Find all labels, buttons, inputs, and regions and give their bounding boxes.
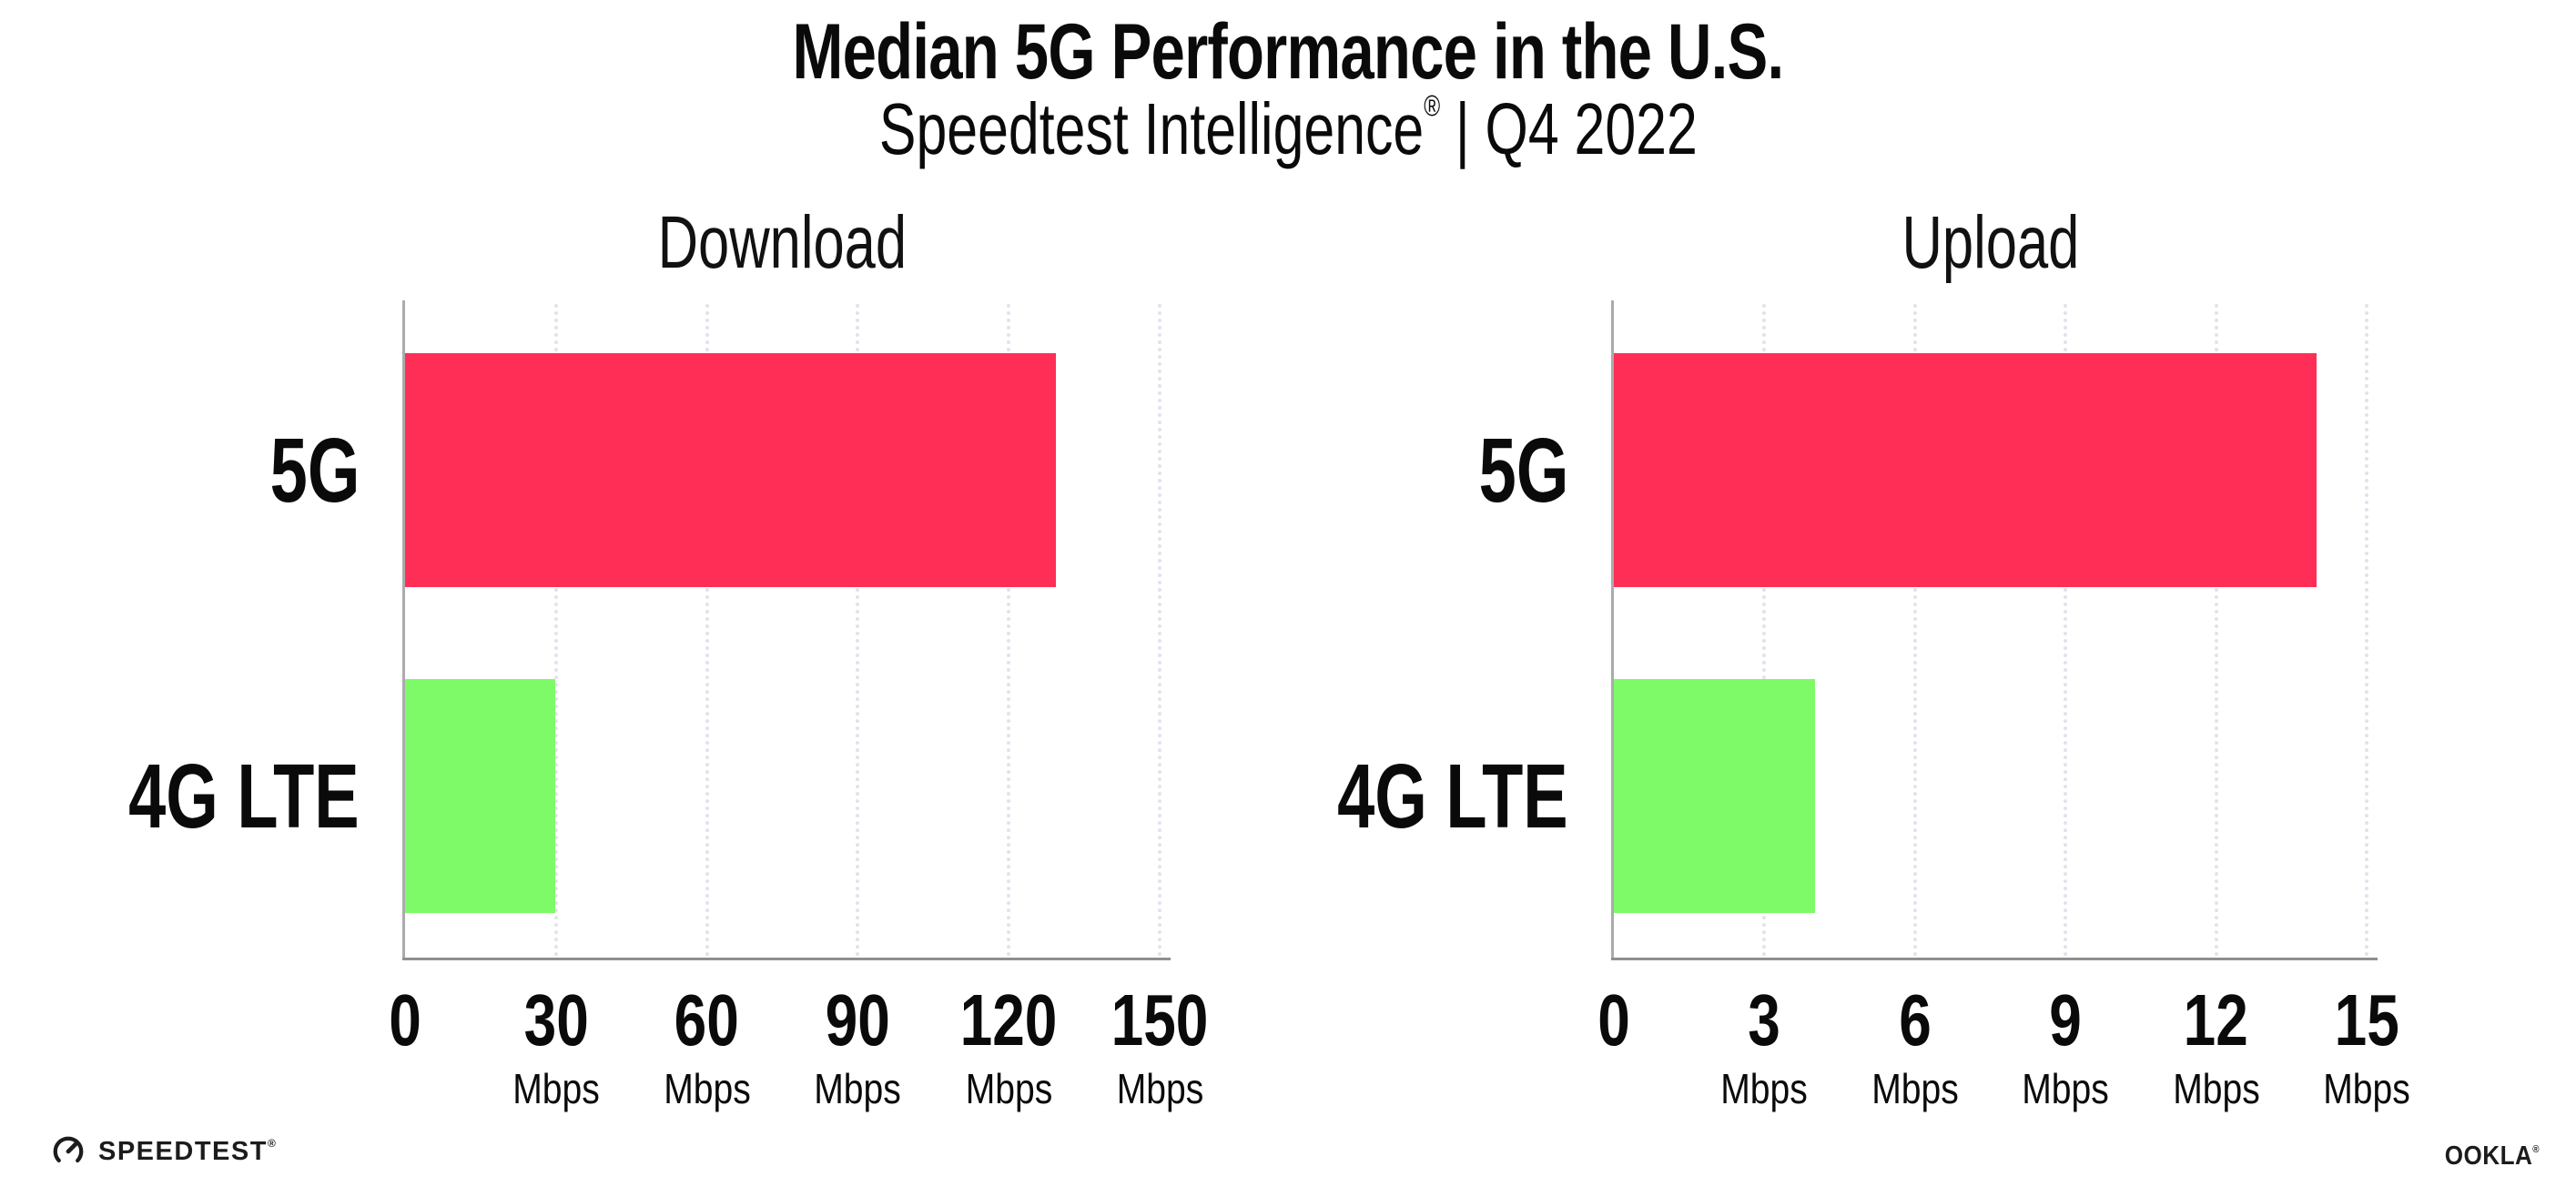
speedtest-logo-text: SPEEDTEST® <box>98 1137 277 1167</box>
ookla-logo-text: OOKLA® <box>2445 1141 2540 1172</box>
category-label-5g: 5G <box>0 425 360 516</box>
gridline-150 <box>1158 304 1161 957</box>
x-tick-unit: Mbps <box>512 1065 600 1112</box>
x-tick-label: 9 <box>2049 979 2082 1060</box>
x-tick-unit: Mbps <box>1720 1065 1809 1112</box>
gridline-15 <box>2365 304 2368 957</box>
category-label-4g-lte: 4G LTE <box>1150 751 1568 842</box>
bar-4g-lte-download <box>405 679 556 913</box>
ookla-wordmark: OOKLA <box>2444 1141 2533 1171</box>
x-tick-unit: Mbps <box>814 1065 902 1112</box>
gridline-30 <box>553 304 558 957</box>
gridline-90 <box>856 304 860 957</box>
page-subtitle-text: Speedtest Intelligence® | Q4 2022 <box>878 88 1698 169</box>
x-tick-150: 150 Mbps <box>1099 979 1220 1112</box>
gridline-120 <box>1007 304 1011 957</box>
page-subtitle: Speedtest Intelligence® | Q4 2022 <box>0 88 2576 169</box>
gridline-12 <box>2214 304 2218 957</box>
chart-title: Upload <box>1614 206 2367 280</box>
chart-title-text: Download <box>657 201 908 284</box>
x-tick-15: 15 Mbps <box>2316 979 2418 1112</box>
ookla-logo: OOKLA® <box>2439 1141 2545 1172</box>
x-tick-120: 120 Mbps <box>948 979 1069 1112</box>
category-label-4g-lte: 4G LTE <box>0 751 360 842</box>
speedtest-wordmark: SPEEDTEST <box>98 1136 268 1166</box>
x-tick-label: 30 <box>523 979 589 1060</box>
registered-mark: ® <box>1423 89 1440 122</box>
bar-4g-lte-upload <box>1614 679 1815 913</box>
x-tick-label: 60 <box>674 979 740 1060</box>
speedtest-gauge-icon <box>53 1136 84 1167</box>
x-tick-label: 0 <box>389 979 421 1060</box>
x-tick-unit: Mbps <box>2323 1065 2410 1112</box>
bar-5g-download <box>405 353 1057 587</box>
gridline-6 <box>1912 304 1917 957</box>
chart-upload: Upload 5G 4G LTE 0 3 Mbps 6 Mbps 9 Mbps 12 Mbps 15 Mb… <box>1337 206 2409 1111</box>
speedtest-logo: SPEEDTEST® <box>51 1134 277 1169</box>
x-tick-0: 0 <box>1594 984 1635 1057</box>
x-tick-unit: Mbps <box>2022 1065 2109 1112</box>
gridline-9 <box>2064 304 2068 957</box>
x-tick-9: 9 Mbps <box>2014 979 2116 1112</box>
x-tick-30: 30 Mbps <box>505 979 607 1112</box>
category-label-text: 5G <box>1478 420 1568 522</box>
x-tick-90: 90 Mbps <box>806 979 908 1112</box>
x-tick-label: 0 <box>1597 979 1630 1060</box>
subtitle-brand: Speedtest Intelligence <box>878 88 1424 169</box>
x-tick-unit: Mbps <box>1116 1065 1203 1112</box>
page-title: Median 5G Performance in the U.S. <box>0 8 2576 96</box>
category-label-text: 5G <box>269 420 360 522</box>
x-tick-label: 3 <box>1748 979 1781 1060</box>
ookla-registered-mark: ® <box>2532 1144 2541 1155</box>
x-axis <box>402 958 1171 960</box>
x-tick-unit: Mbps <box>663 1065 751 1112</box>
bar-5g-upload <box>1614 353 2317 587</box>
x-tick-label: 12 <box>2184 979 2249 1060</box>
gridline-3 <box>1762 304 1767 957</box>
subtitle-period: | Q4 2022 <box>1455 88 1698 169</box>
page-title-text: Median 5G Performance in the U.S. <box>792 8 1785 96</box>
x-tick-label: 15 <box>2334 979 2399 1060</box>
x-tick-unit: Mbps <box>2172 1065 2260 1112</box>
gridline-60 <box>705 304 709 957</box>
x-tick-label: 90 <box>825 979 890 1060</box>
x-axis <box>1611 958 2378 960</box>
x-tick-0: 0 <box>385 984 426 1057</box>
x-tick-label: 150 <box>1111 979 1209 1060</box>
chart-title-text: Upload <box>1902 201 2079 284</box>
chart-download: Download 5G 4G LTE 0 30 Mbps 60 Mbps 90 Mbps 120 Mb… <box>128 206 1208 1111</box>
x-tick-label: 6 <box>1898 979 1932 1060</box>
x-tick-6: 6 Mbps <box>1864 979 1966 1112</box>
x-tick-unit: Mbps <box>1871 1065 1959 1112</box>
chart-title: Download <box>405 206 1160 280</box>
x-tick-60: 60 Mbps <box>655 979 757 1112</box>
category-label-text: 4G LTE <box>1337 746 1568 847</box>
x-tick-unit: Mbps <box>965 1065 1052 1112</box>
category-label-text: 4G LTE <box>128 746 360 847</box>
category-label-5g: 5G <box>1150 425 1568 516</box>
x-tick-label: 120 <box>959 979 1058 1060</box>
x-tick-12: 12 Mbps <box>2165 979 2267 1112</box>
x-tick-3: 3 Mbps <box>1713 979 1815 1112</box>
speedtest-registered-mark: ® <box>267 1136 278 1150</box>
